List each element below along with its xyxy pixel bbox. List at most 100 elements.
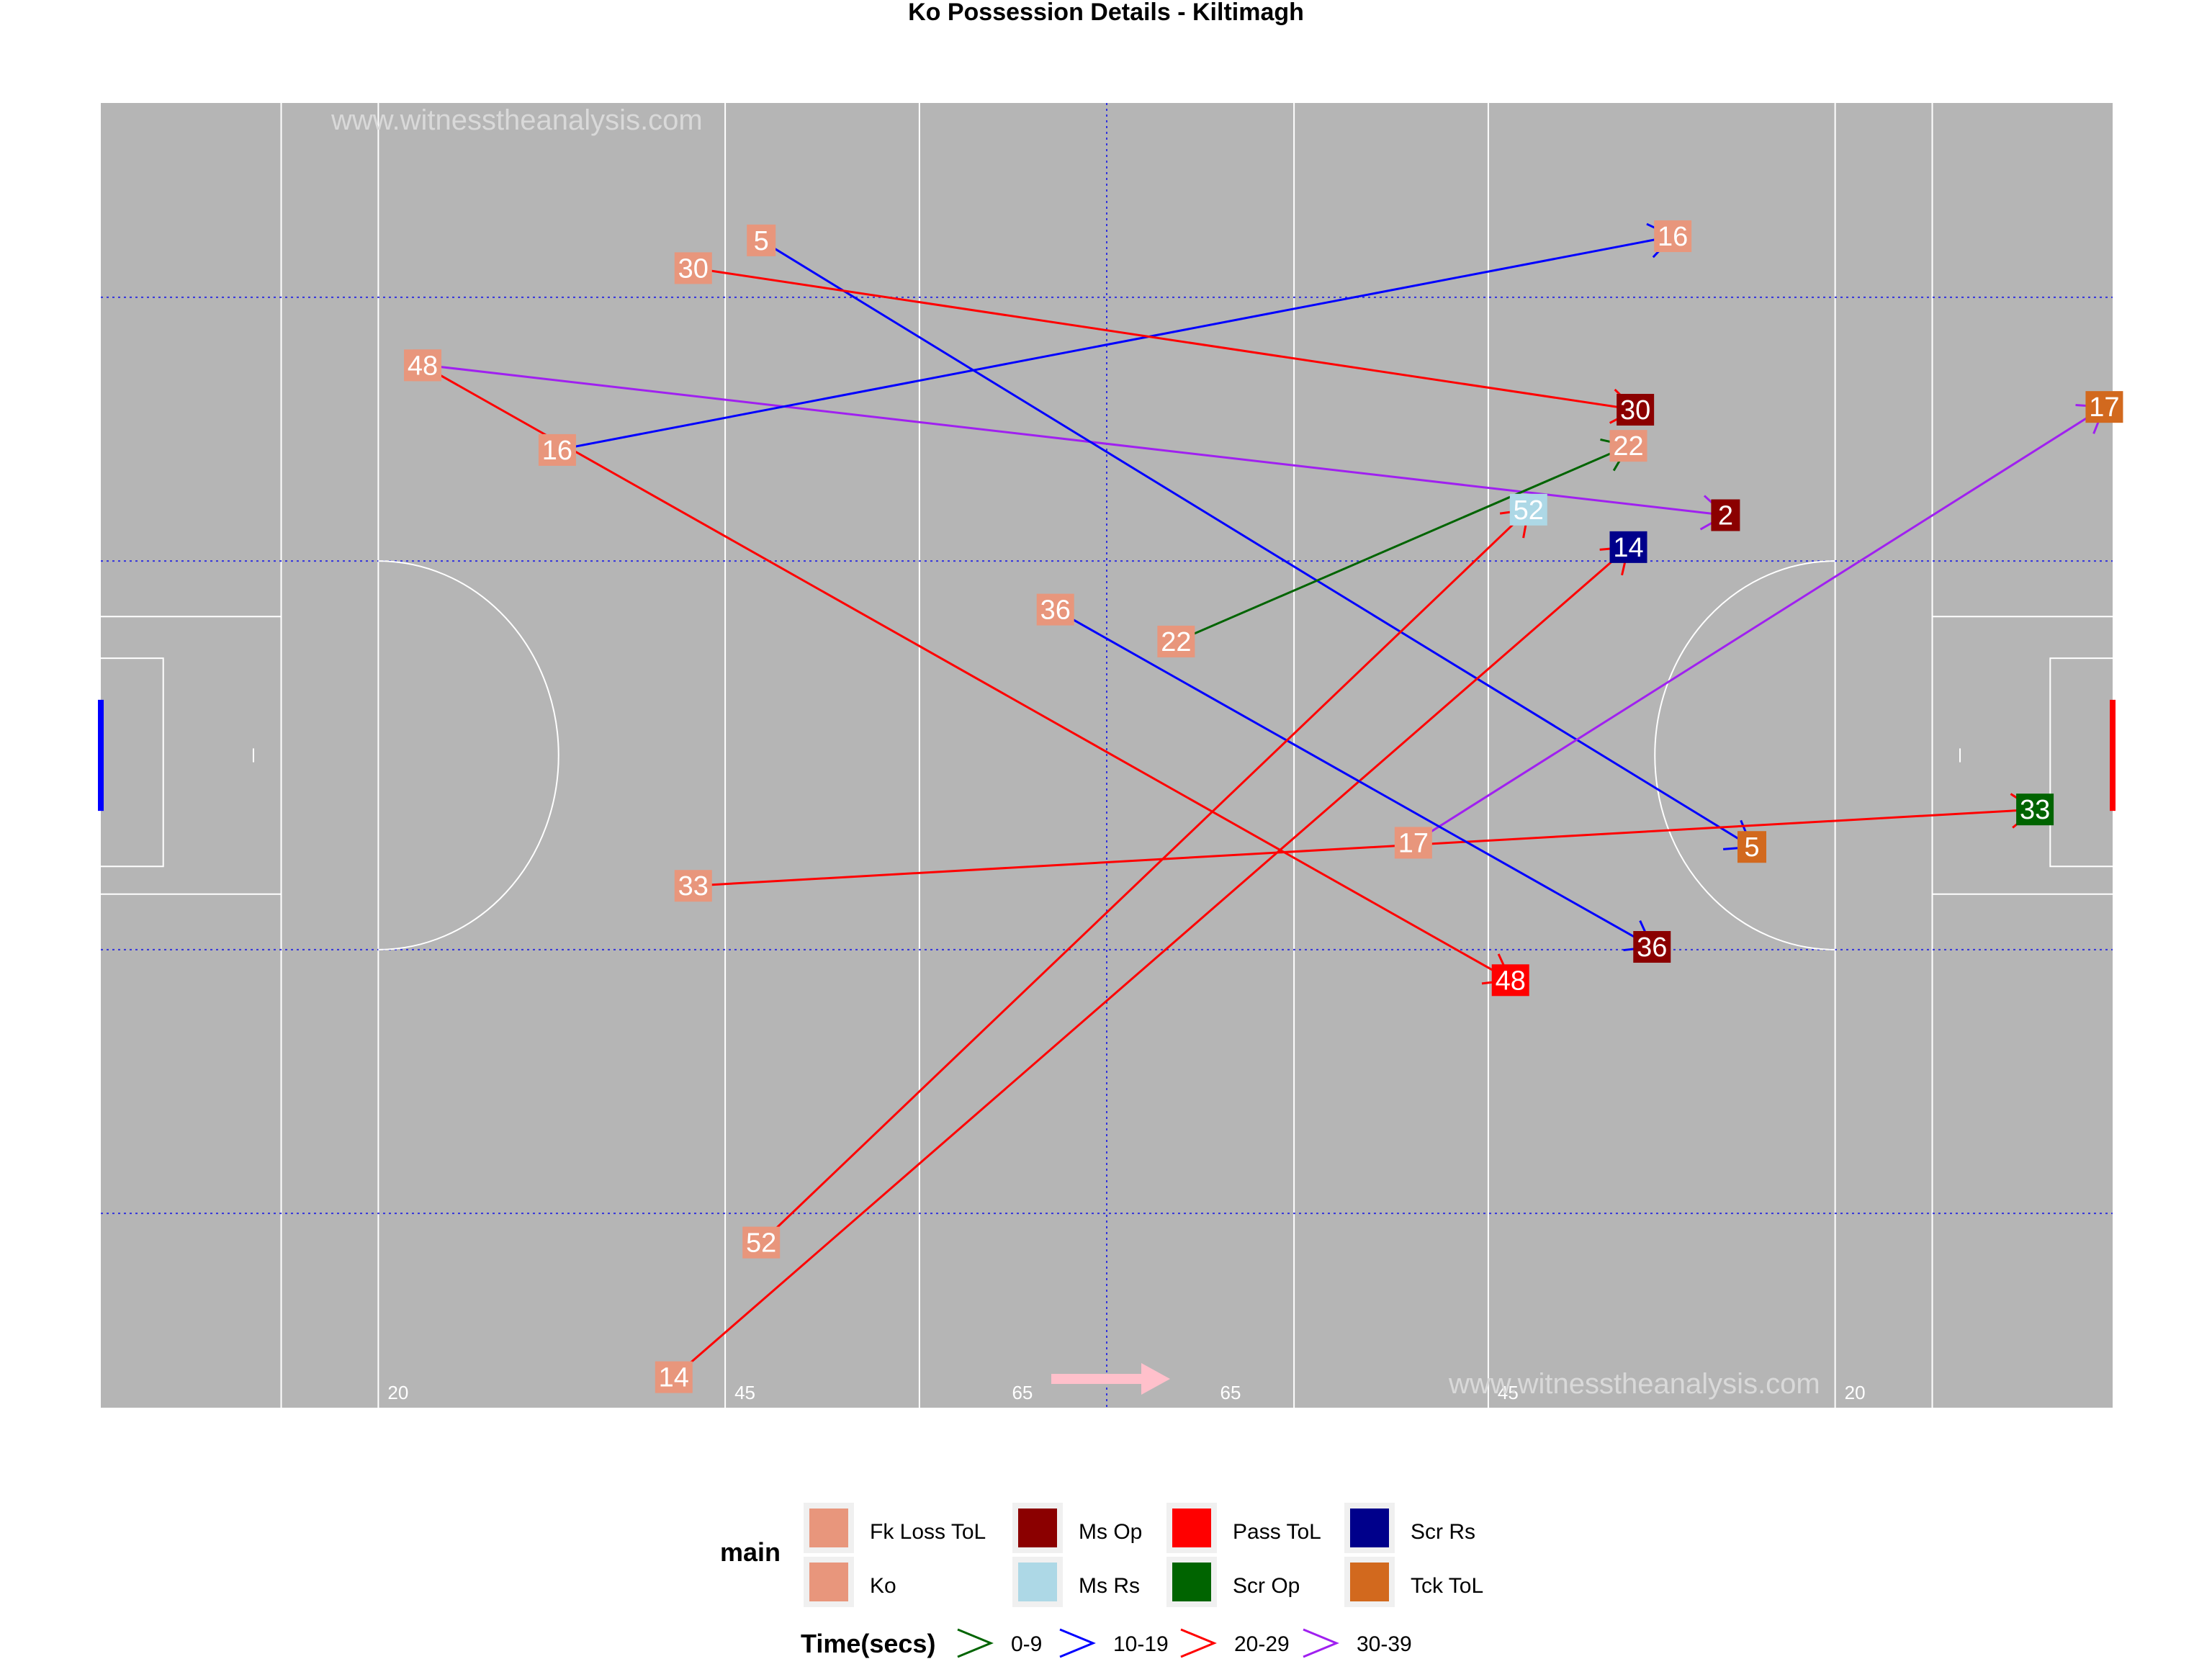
start-label-box [538,433,576,466]
end-label: 22 [1613,431,1643,462]
legend-time-items: 0-9 10-19 20-29 30-39 [957,1628,1412,1658]
end-label: 33 [2020,795,2050,825]
legend-label: Pass ToL [1233,1520,1321,1544]
pitch: 20 45 65 65 45 20 www.witnesstheanalysis.com … [98,103,2116,1408]
start-label-box [747,224,776,256]
legend-time-key [1303,1628,1339,1658]
left-d-arc [378,560,559,950]
possession-line [693,808,2036,887]
end-label-box [2085,391,2123,423]
start-label-box [655,1361,693,1393]
end-label-box [1609,531,1647,563]
chart-title: Ko Possession Details - Kiltimagh [908,0,1304,26]
possession-line [760,239,1753,848]
yard-label: 45 [1498,1382,1519,1403]
possession-line [673,546,1629,1378]
legend-key [1350,1563,1389,1601]
yard-labels: 20 45 65 65 45 20 [387,1382,1865,1403]
yard-label: 65 [1220,1382,1241,1403]
end-label-box [1509,493,1547,526]
end-label: 2 [1718,501,1733,531]
start-label: 52 [746,1228,776,1259]
end-label-box [2016,793,2054,826]
legend-label: Ms Op [1079,1520,1142,1544]
end-label-box [1711,499,1740,531]
legend-key [1350,1509,1389,1547]
possession-line [1413,405,2105,844]
end-label-box [1617,394,1655,426]
legend-time-label: 0-9 [1011,1632,1042,1656]
possession-line [422,364,1511,981]
legend-main-items: Fk Loss ToL Ko Ms Op Ms Rs Pass ToL Scr Op Scr… [804,1503,1483,1607]
end-label: 16 [1658,222,1688,252]
legend: main Fk Loss ToL Ko Ms Op Ms Rs Pass ToL Scr … [720,1503,1483,1658]
legend-key [1018,1563,1057,1601]
start-label-box [674,252,712,284]
legend-time-title: Time(secs) [801,1629,935,1658]
start-label: 30 [678,253,709,284]
start-label: 14 [659,1363,689,1393]
attack-direction-arrow [1051,1363,1170,1395]
start-label-box [1157,625,1195,657]
legend-time-label: 10-19 [1113,1632,1169,1656]
possession-arrows [422,222,2106,1378]
end-label: 14 [1613,533,1643,563]
watermark-top: www.witnesstheanalysis.com [331,104,703,136]
yard-label: 20 [387,1382,408,1403]
start-label-box [1036,593,1074,626]
start-label: 5 [754,226,769,256]
start-label-box [1394,827,1432,859]
start-label-box [404,349,442,382]
start-label: 16 [542,436,572,466]
yard-label: 20 [1845,1382,1866,1403]
end-label: 36 [1637,932,1667,963]
legend-time-label: 20-29 [1234,1632,1290,1656]
legend-label: Scr Rs [1411,1520,1475,1544]
possession-labels: 2255141416161717222230303333363648485252 [404,220,2123,1393]
end-label-box [1491,964,1529,997]
end-label-box [1633,931,1671,963]
attack-arrow-head [1141,1363,1170,1395]
possession-line [426,364,1726,517]
yard-label: 45 [734,1382,755,1403]
end-label-box [1654,220,1692,253]
legend-time-key [957,1628,994,1658]
legend-label: Ms Rs [1079,1574,1140,1598]
possession-line [1054,608,1653,948]
pitch-lines [98,103,2116,1408]
legend-key [809,1563,848,1601]
right-d-arc [1654,560,1835,950]
possession-line [557,235,1673,451]
legend-key [809,1509,848,1547]
right-large-box [1931,616,2113,895]
possession-line [1175,444,1629,643]
legend-time-key [1059,1628,1096,1658]
legend-key [1172,1563,1211,1601]
end-label: 48 [1496,966,1526,996]
legend-label: Scr Op [1233,1574,1300,1598]
start-label: 36 [1040,595,1071,626]
start-label: 22 [1161,627,1191,657]
watermark-bottom: www.witnesstheanalysis.com [1448,1368,1820,1400]
end-label: 30 [1620,395,1650,426]
possession-line [760,508,1529,1244]
start-label: 48 [408,351,438,381]
start-label-box [742,1226,781,1259]
legend-time-key [1180,1628,1217,1658]
possession-line [693,266,1636,411]
start-label: 33 [678,871,709,902]
legend-key [1172,1509,1211,1547]
right-small-box [2049,657,2113,868]
end-label-box [1737,831,1767,863]
start-label-box [674,870,712,902]
left-large-box [101,616,282,895]
end-label: 52 [1514,495,1544,526]
legend-label: Fk Loss ToL [870,1520,986,1544]
end-label-box [1609,430,1647,462]
legend-time-label: 30-39 [1357,1632,1412,1656]
end-label: 5 [1744,832,1759,863]
legend-key [1018,1509,1057,1547]
legend-label: Ko [870,1574,896,1598]
start-label: 17 [1398,828,1429,858]
